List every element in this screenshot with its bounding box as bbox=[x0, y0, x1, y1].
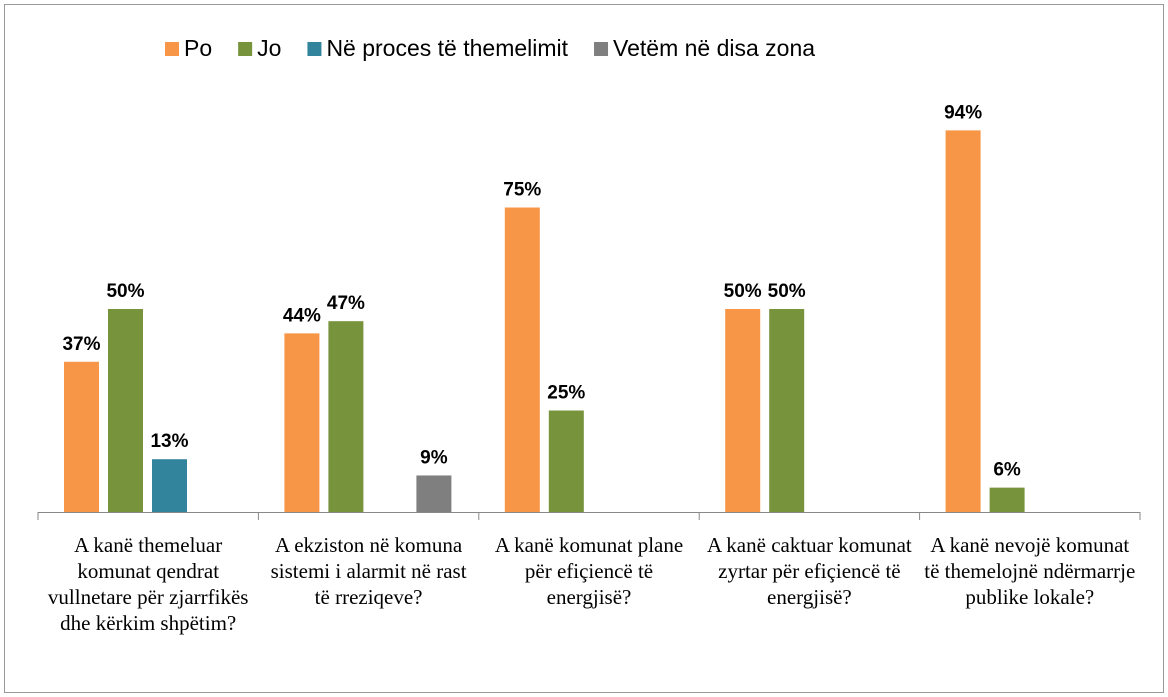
x-tick-label: A kanë komunat plane për efiçiencë të en… bbox=[494, 533, 684, 609]
x-tick-label: A kanë nevojë komunat të themelojnë ndër… bbox=[924, 533, 1136, 609]
bar bbox=[945, 130, 981, 513]
bar bbox=[64, 361, 99, 512]
x-tick-label: A kanë caktuar komunat zyrtar për efiçie… bbox=[707, 533, 912, 609]
bar bbox=[328, 321, 364, 512]
value-label: 44% bbox=[283, 305, 321, 326]
x-tick-label: A ekziston në komuna sistemi i alarmit n… bbox=[270, 533, 467, 609]
bar bbox=[504, 207, 540, 512]
bar bbox=[416, 475, 452, 512]
value-label: 50% bbox=[768, 281, 806, 302]
value-label: 50% bbox=[724, 281, 762, 302]
value-label: 25% bbox=[547, 383, 585, 404]
bar bbox=[769, 309, 805, 512]
value-label: 94% bbox=[944, 102, 982, 123]
legend-swatch bbox=[165, 42, 179, 56]
legend-swatch bbox=[238, 42, 253, 56]
legend-label: Vetëm në disa zona bbox=[613, 35, 815, 61]
legend-swatch bbox=[594, 42, 609, 56]
value-label: 50% bbox=[106, 281, 144, 302]
legend-label: Po bbox=[184, 35, 212, 61]
bar bbox=[725, 309, 761, 512]
legend-label: Jo bbox=[257, 35, 281, 61]
value-label: 6% bbox=[993, 460, 1021, 481]
bar bbox=[989, 487, 1025, 512]
value-label: 13% bbox=[150, 431, 188, 452]
legend-label: Në proces të themelimit bbox=[326, 35, 568, 61]
value-label: 47% bbox=[327, 293, 365, 314]
value-label: 75% bbox=[503, 180, 541, 201]
legend-swatch bbox=[307, 42, 322, 56]
value-label: 37% bbox=[62, 334, 100, 355]
x-tick-label: A kanë themeluar komunat qendrat vullnet… bbox=[47, 533, 249, 635]
bar bbox=[284, 333, 320, 512]
value-label: 9% bbox=[420, 447, 448, 468]
bar bbox=[548, 410, 584, 512]
bar bbox=[108, 309, 143, 512]
bar bbox=[152, 459, 187, 512]
